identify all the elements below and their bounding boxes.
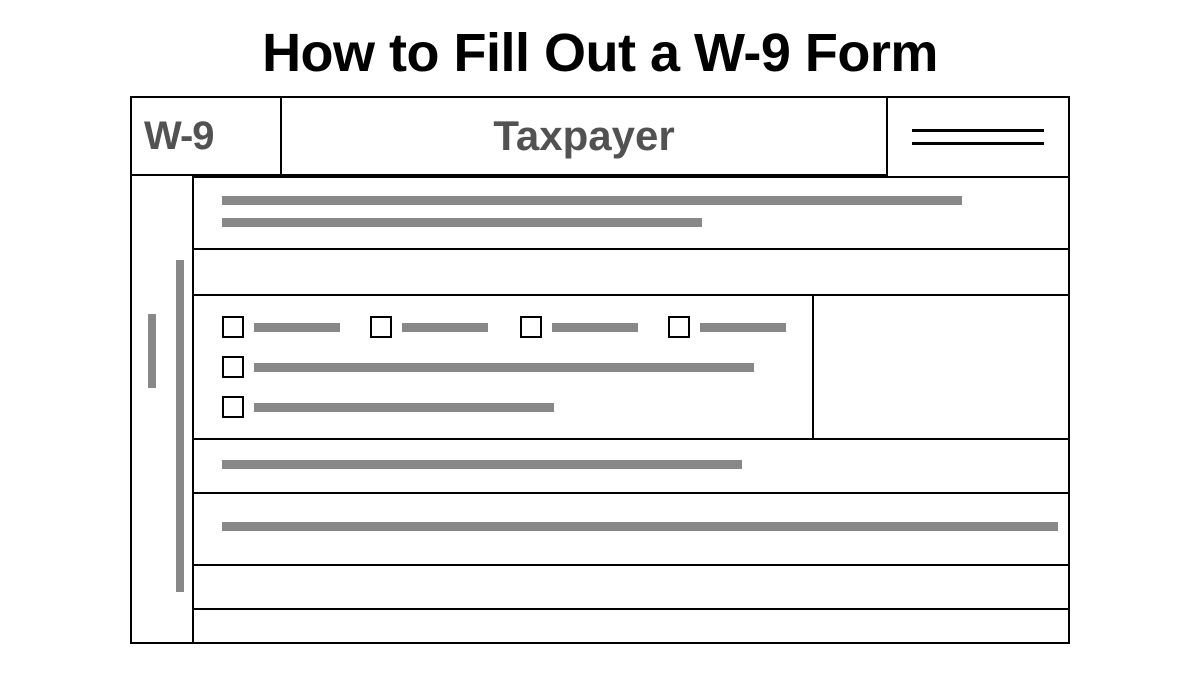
header-line-1 [912, 129, 1044, 132]
page-title: How to Fill Out a W-9 Form [0, 22, 1200, 84]
checkbox-icon [520, 316, 542, 338]
gutter-bar-short [148, 314, 156, 388]
w9-form-diagram: W-9 Taxpayer [130, 96, 1070, 644]
form-code-label: W-9 [144, 114, 214, 159]
checkbox-label-bar [254, 323, 340, 332]
form-title-cell: Taxpayer [282, 98, 888, 176]
checkbox-icon [370, 316, 392, 338]
form-header: W-9 Taxpayer [132, 98, 1068, 176]
section-divider [194, 438, 1068, 440]
form-header-right [888, 98, 1068, 176]
section-divider [194, 564, 1068, 566]
section-divider [194, 492, 1068, 494]
form-left-gutter [132, 176, 194, 642]
section-divider [194, 294, 1068, 296]
form-content [194, 176, 1068, 642]
checkbox-label-bar [552, 323, 638, 332]
checkbox-icon [668, 316, 690, 338]
form-body [132, 176, 1068, 642]
text-placeholder-bar [222, 218, 702, 227]
section-divider [194, 248, 1068, 250]
form-code-cell: W-9 [132, 98, 282, 176]
gutter-bar-long [176, 260, 184, 592]
checkbox-label-bar [254, 363, 754, 372]
header-line-2 [912, 142, 1044, 145]
checkbox-section-divider [812, 294, 814, 438]
text-placeholder-bar [222, 460, 742, 469]
checkbox-label-bar [254, 403, 554, 412]
text-placeholder-bar [222, 522, 1058, 531]
taxpayer-label: Taxpayer [493, 112, 674, 160]
checkbox-icon [222, 316, 244, 338]
section-divider [194, 176, 1068, 178]
section-divider [194, 608, 1068, 610]
checkbox-icon [222, 356, 244, 378]
checkbox-label-bar [700, 323, 786, 332]
text-placeholder-bar [222, 196, 962, 205]
checkbox-label-bar [402, 323, 488, 332]
checkbox-icon [222, 396, 244, 418]
